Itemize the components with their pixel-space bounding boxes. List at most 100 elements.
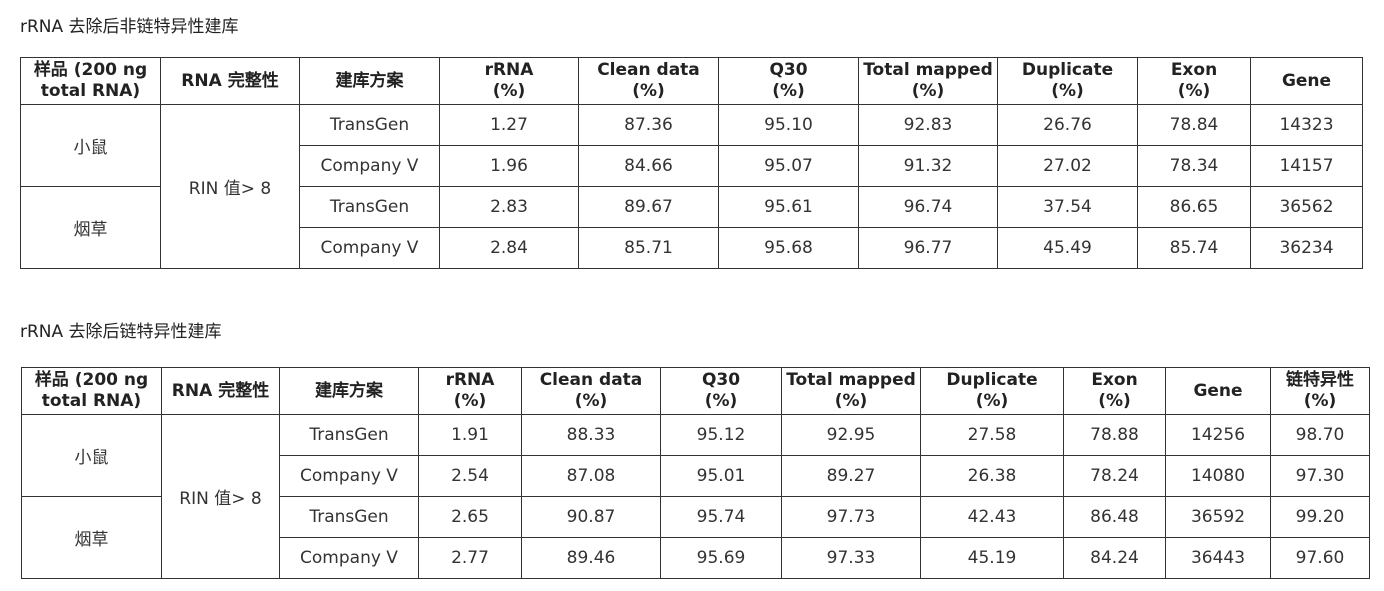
data-cell: 95.69 (660, 537, 782, 579)
data-cell: 91.32 (858, 145, 998, 187)
header-cell: RNA 完整性 (161, 367, 280, 415)
rin-cell: RIN 值> 8 (161, 414, 280, 579)
header-cell: Total mapped (%) (858, 57, 998, 105)
data-table: 样品 (200 ng total RNA) RNA 完整性 建库方案 rRNA (%)… (21, 367, 1370, 579)
data-cell: 92.95 (781, 414, 921, 456)
sample-cell: 小鼠 (20, 104, 161, 187)
data-cell: 45.19 (920, 537, 1064, 579)
header-cell: 样品 (200 ng total RNA) (20, 57, 161, 105)
data-cell: 89.46 (521, 537, 661, 579)
data-cell: 92.83 (858, 104, 998, 146)
data-cell: 2.65 (418, 496, 522, 538)
data-cell: 14256 (1165, 414, 1271, 456)
data-cell: 84.66 (578, 145, 719, 187)
data-cell: 2.84 (439, 227, 579, 269)
data-cell: Company V (299, 227, 440, 269)
data-row: Company V 2.77 89.46 95.69 97.33 45.19 84.24 36… (22, 537, 1370, 579)
table-title: rRNA 去除后链特异性建库 (20, 322, 222, 342)
data-row: Company V 1.96 84.66 95.07 91.32 27.02 78.34 14… (21, 145, 1363, 187)
header-cell: Duplicate (%) (997, 57, 1138, 105)
data-cell: 78.84 (1137, 104, 1251, 146)
header-cell: Duplicate (%) (920, 367, 1064, 415)
data-cell: 78.88 (1063, 414, 1166, 456)
data-cell: 26.76 (997, 104, 1138, 146)
header-cell: 样品 (200 ng total RNA) (21, 367, 162, 415)
data-table: 样品 (200 ng total RNA) RNA 完整性 建库方案 rRNA (%)… (20, 57, 1363, 269)
data-cell: 86.48 (1063, 496, 1166, 538)
data-cell: 36592 (1165, 496, 1271, 538)
header-cell: Exon (%) (1137, 57, 1251, 105)
header-cell: 建库方案 (279, 367, 419, 415)
sample-cell: 烟草 (20, 186, 161, 269)
data-cell: TransGen (279, 414, 419, 456)
header-cell: 链特异性 (%) (1270, 367, 1370, 415)
header-cell: Q30 (%) (660, 367, 782, 415)
data-cell: 27.02 (997, 145, 1138, 187)
data-cell: 85.74 (1137, 227, 1251, 269)
data-cell: 2.77 (418, 537, 522, 579)
data-cell: 78.34 (1137, 145, 1251, 187)
rin-cell: RIN 值> 8 (160, 104, 300, 269)
data-cell: Company V (299, 145, 440, 187)
header-cell: Gene (1250, 57, 1363, 105)
data-cell: 95.74 (660, 496, 782, 538)
data-cell: 87.08 (521, 455, 661, 497)
data-cell: 90.87 (521, 496, 661, 538)
data-cell: 97.60 (1270, 537, 1370, 579)
data-cell: Company V (279, 537, 419, 579)
header-cell: rRNA (%) (439, 57, 579, 105)
data-cell: 97.73 (781, 496, 921, 538)
header-cell: Q30 (%) (718, 57, 859, 105)
header-cell: Total mapped (%) (781, 367, 921, 415)
table-title: rRNA 去除后非链特异性建库 (20, 17, 239, 37)
header-cell: Clean data (%) (578, 57, 719, 105)
data-cell: TransGen (299, 104, 440, 146)
data-row: 小鼠 RIN 值> 8 TransGen 1.27 87.36 95.10 92.83 26.… (20, 104, 1363, 269)
data-cell: 26.38 (920, 455, 1064, 497)
data-cell: 99.20 (1270, 496, 1370, 538)
data-cell: 45.49 (997, 227, 1138, 269)
data-cell: 95.68 (718, 227, 859, 269)
sample-cell: 小鼠 (21, 414, 162, 497)
data-cell: Company V (279, 455, 419, 497)
header-cell: Exon (%) (1063, 367, 1166, 415)
header-cell: Clean data (%) (521, 367, 661, 415)
data-cell: 95.12 (660, 414, 782, 456)
data-cell: 96.74 (858, 186, 998, 228)
data-cell: 89.27 (781, 455, 921, 497)
data-cell: 95.01 (660, 455, 782, 497)
data-cell: 78.24 (1063, 455, 1166, 497)
data-cell: 1.27 (439, 104, 579, 146)
data-cell: 42.43 (920, 496, 1064, 538)
data-cell: 96.77 (858, 227, 998, 269)
data-cell: 37.54 (997, 186, 1138, 228)
header-row: 样品 (200 ng total RNA) RNA 完整性 建库方案 rRNA (%)… (21, 367, 1370, 415)
data-cell: 89.67 (578, 186, 719, 228)
data-cell: 14080 (1165, 455, 1271, 497)
data-cell: 36443 (1165, 537, 1271, 579)
data-cell: 14323 (1250, 104, 1363, 146)
data-cell: 27.58 (920, 414, 1064, 456)
header-cell: rRNA (%) (418, 367, 522, 415)
data-cell: 2.54 (418, 455, 522, 497)
data-row: 小鼠 RIN 值> 8 TransGen 1.91 88.33 95.12 92.95 27.… (21, 414, 1370, 579)
data-cell: TransGen (299, 186, 440, 228)
data-row: Company V 2.54 87.08 95.01 89.27 26.38 78.24 14… (22, 455, 1370, 497)
data-cell: 14157 (1250, 145, 1363, 187)
data-cell: 86.65 (1137, 186, 1251, 228)
data-cell: 85.71 (578, 227, 719, 269)
data-cell: 36234 (1250, 227, 1363, 269)
data-cell: 2.83 (439, 186, 579, 228)
data-cell: 1.91 (418, 414, 522, 456)
data-cell: 98.70 (1270, 414, 1370, 456)
data-cell: 88.33 (521, 414, 661, 456)
data-row: 烟草 TransGen 2.83 89.67 95.61 96.74 37.54 86.65 3… (20, 186, 1363, 269)
data-cell: 87.36 (578, 104, 719, 146)
data-cell: 36562 (1250, 186, 1363, 228)
data-cell: 97.33 (781, 537, 921, 579)
header-row: 样品 (200 ng total RNA) RNA 完整性 建库方案 rRNA (%)… (20, 57, 1363, 105)
data-cell: 97.30 (1270, 455, 1370, 497)
sample-cell: 烟草 (21, 496, 162, 579)
data-cell: 95.07 (718, 145, 859, 187)
